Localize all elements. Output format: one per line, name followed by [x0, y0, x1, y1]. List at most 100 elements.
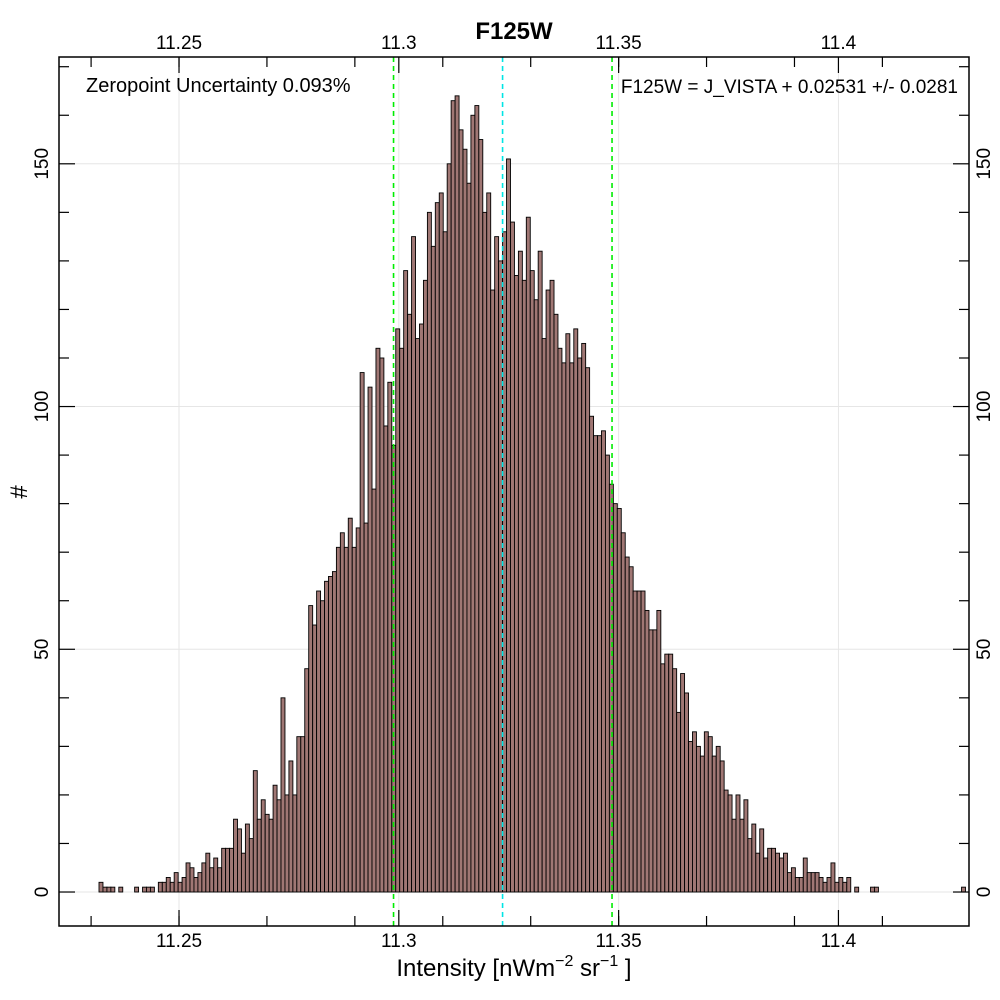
histogram-bar [842, 881, 848, 893]
histogram-bar [798, 877, 804, 893]
histogram-bar [450, 100, 456, 893]
histogram-bar [802, 857, 808, 893]
histogram-bar [601, 430, 606, 893]
histogram-bar [585, 367, 591, 893]
histogram-bar [221, 847, 227, 893]
histogram-bar [830, 862, 836, 893]
histogram-bar [739, 818, 745, 893]
histogram-bar [268, 818, 274, 893]
histogram-bar [335, 546, 341, 893]
histogram-bar [181, 877, 187, 893]
histogram-bar [624, 556, 630, 893]
histogram-bar [407, 313, 413, 893]
histogram-bar [790, 867, 796, 893]
histogram-bar [541, 338, 547, 893]
histogram-bar [664, 653, 670, 893]
histogram-bar [573, 328, 579, 893]
histogram-bar [264, 813, 270, 893]
histogram-bar [699, 755, 705, 893]
histogram-bar [490, 289, 496, 893]
histogram-bar [786, 872, 792, 893]
histogram-bar [656, 609, 662, 893]
histogram-bar [727, 794, 733, 893]
histogram-bar [517, 250, 523, 893]
histogram-bar [146, 886, 151, 893]
histogram-bar [680, 673, 686, 893]
histogram-bar [632, 590, 638, 893]
histogram-bar [193, 877, 199, 893]
histogram-bar [846, 877, 852, 893]
histogram-bar [870, 886, 875, 893]
histogram-bar [462, 148, 468, 893]
histogram-bar [703, 731, 709, 893]
histogram-bar [644, 609, 650, 893]
histogram-bar [331, 571, 337, 893]
histogram-bar [715, 745, 721, 893]
histogram-bar [814, 872, 820, 893]
plot-frame [58, 56, 970, 927]
histogram-bar [707, 736, 713, 893]
histogram-bar [403, 270, 409, 893]
histogram-bar [363, 522, 369, 893]
x-tick-label-bottom: 11.35 [596, 931, 642, 952]
histogram-bar [185, 862, 191, 893]
histogram-bar [165, 877, 171, 893]
histogram-bar [628, 566, 634, 893]
histogram-bar [486, 192, 492, 893]
histogram-bar [189, 867, 195, 893]
histogram-bar [454, 95, 460, 893]
histogram-bar [256, 818, 262, 893]
y-tick-label-right: 50 [974, 639, 995, 660]
histogram-bar [775, 852, 780, 893]
histogram-bar [597, 435, 602, 893]
histogram-bar [205, 852, 211, 893]
histogram-bar [217, 867, 223, 893]
y-tick-label-right: 0 [974, 887, 995, 898]
histogram-bar [177, 881, 183, 893]
histogram-bar [343, 546, 349, 893]
histogram-bar [604, 454, 610, 893]
histogram-bar [252, 770, 258, 893]
histogram-bar [723, 789, 729, 893]
x-tick-label-top: 11.25 [156, 33, 202, 54]
histogram-bar [569, 362, 575, 893]
chart-title: F125W [475, 18, 553, 45]
histogram-bar [300, 736, 306, 893]
histogram-bar [961, 886, 966, 893]
annotation-zeropoint: Zeropoint Uncertainty 0.093% [86, 75, 351, 97]
histogram-bar [296, 736, 302, 893]
histogram-bar [589, 415, 595, 893]
y-tick-label-right: 150 [974, 148, 995, 180]
histogram-bar [240, 852, 246, 893]
histogram-bar [355, 527, 361, 893]
histogram-bar [248, 838, 254, 893]
histogram-bar [652, 629, 658, 893]
histogram-bar [751, 823, 757, 893]
histogram-bar [470, 114, 476, 893]
histogram-bar [838, 877, 844, 893]
histogram-bar [316, 590, 322, 893]
histogram-bar [272, 784, 278, 893]
histogram-bar [577, 357, 583, 893]
histogram-bar [375, 347, 381, 893]
histogram-bar [260, 799, 266, 893]
histogram-bar [161, 881, 167, 893]
histogram-bar [233, 818, 238, 893]
histogram-bar [553, 313, 559, 893]
histogram-bar [280, 697, 286, 893]
histogram-bar [197, 872, 203, 893]
y-tick-label-left: 0 [32, 887, 53, 898]
histogram-bar [695, 745, 701, 893]
histogram-bar [482, 211, 488, 893]
histogram-bar [818, 877, 824, 893]
histogram-bar [549, 279, 555, 893]
histogram-bar [525, 216, 531, 893]
y-tick-label-left: 150 [32, 148, 53, 180]
histogram-bars [98, 95, 966, 893]
histogram-bar [537, 250, 543, 893]
histogram-bar [747, 838, 753, 893]
histogram-bar [763, 857, 769, 893]
histogram-bar [494, 236, 500, 893]
histogram-bar [328, 576, 333, 893]
